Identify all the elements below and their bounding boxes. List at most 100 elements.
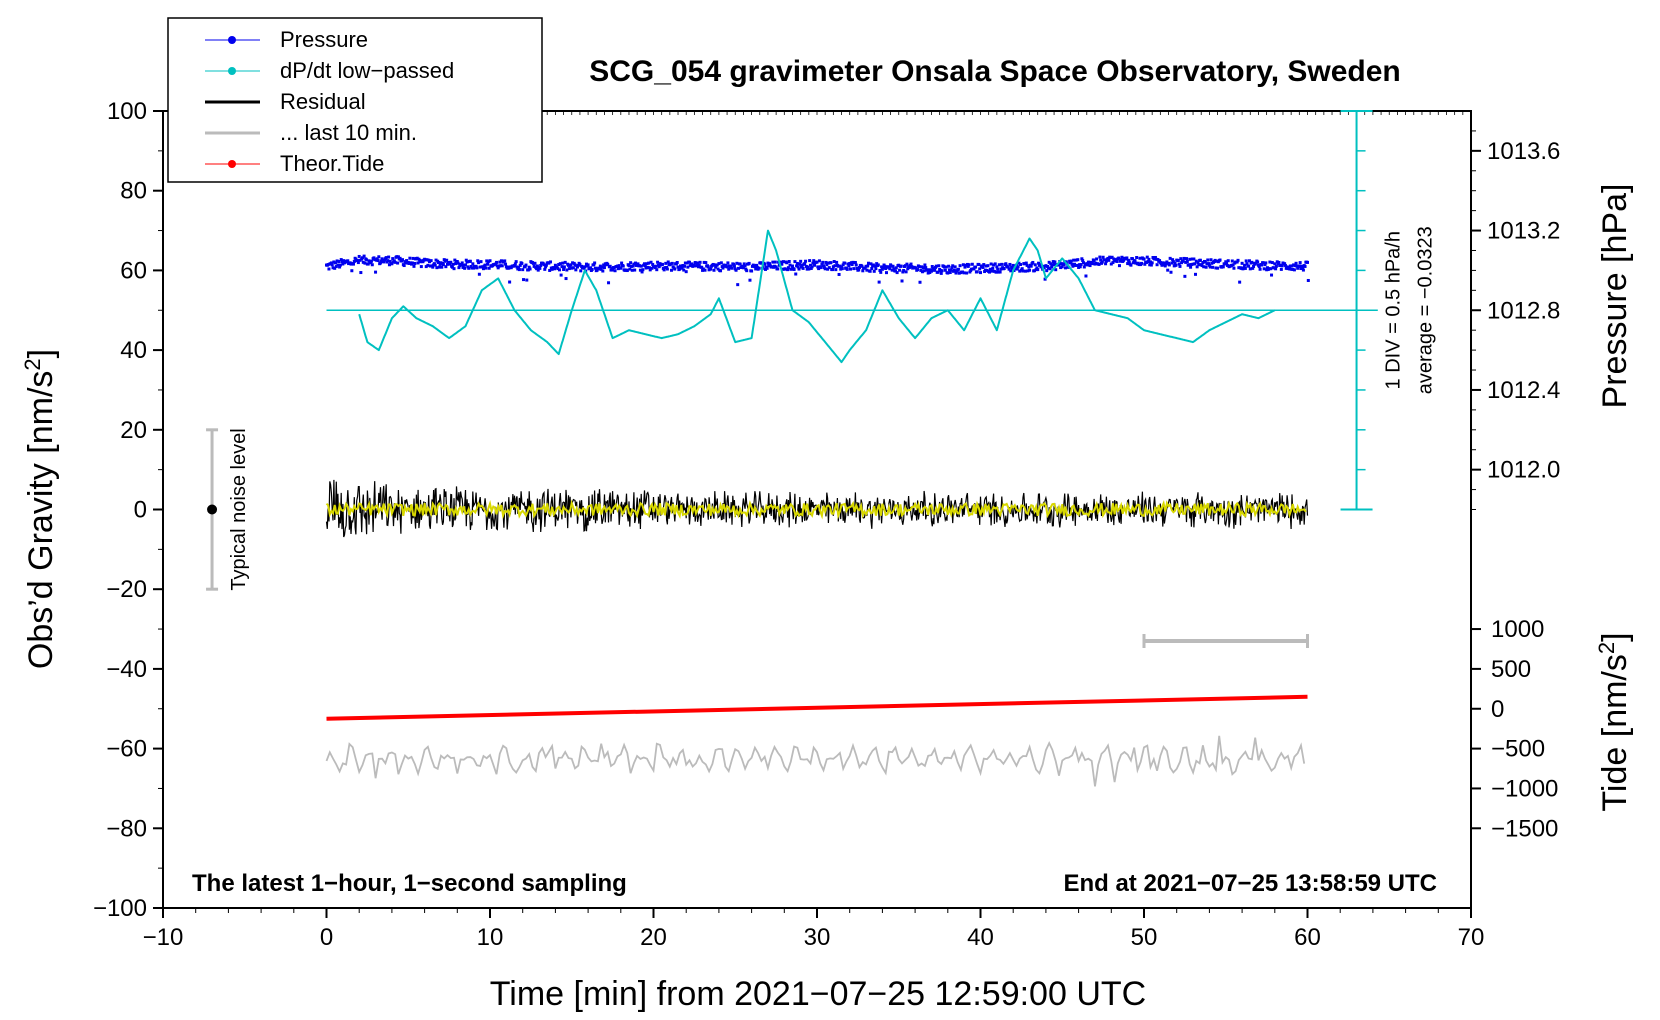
y-tick-label: −60 <box>106 736 147 763</box>
pressure-point <box>598 267 602 271</box>
pressure-point <box>715 263 719 267</box>
pressure-point <box>1300 264 1304 268</box>
pressure-point <box>925 268 929 272</box>
pressure-point <box>930 264 934 268</box>
pressure-point <box>352 260 356 264</box>
pressure-point <box>948 270 952 274</box>
pressure-point <box>1215 259 1219 263</box>
pressure-point <box>481 265 485 269</box>
pressure-point <box>1288 267 1292 271</box>
pressure-point <box>717 262 721 266</box>
pressure-point <box>1243 263 1247 267</box>
pressure-point <box>989 262 993 266</box>
pressure-point <box>1269 267 1273 271</box>
pressure-point <box>665 265 669 269</box>
pressure-point <box>1208 265 1212 269</box>
pressure-point <box>1137 263 1141 267</box>
pressure-point <box>748 278 752 282</box>
pressure-point <box>1145 255 1149 259</box>
pressure-point <box>846 262 850 266</box>
y-tick-label: 60 <box>120 257 147 284</box>
pressure-point <box>332 260 336 264</box>
pressure-point <box>497 264 501 268</box>
pressure-point <box>1298 261 1302 265</box>
pressure-point <box>334 265 338 269</box>
x-tick-label: 40 <box>967 924 994 951</box>
pressure-point <box>808 259 812 263</box>
pressure-point <box>599 267 603 271</box>
pressure-point <box>601 269 605 273</box>
pressure-point <box>670 261 674 265</box>
pressure-point <box>413 261 417 265</box>
x-tick-label: 0 <box>320 924 333 951</box>
pressure-point <box>1189 265 1193 269</box>
pressure-point <box>494 262 498 266</box>
pressure-point <box>428 264 432 268</box>
pressure-tick-label: 1013.2 <box>1487 218 1560 245</box>
residual-filtered-line <box>325 499 1307 520</box>
pressure-point <box>663 266 667 270</box>
pressure-point <box>1024 261 1028 265</box>
pressure-point <box>840 265 844 269</box>
pressure-point <box>1179 257 1183 261</box>
pressure-point <box>1146 260 1150 264</box>
pressure-point <box>1244 259 1248 263</box>
pressure-point <box>785 261 789 265</box>
pressure-tick-label: 1012.0 <box>1487 457 1560 484</box>
pressure-point <box>616 267 620 271</box>
pressure-point <box>1025 263 1029 267</box>
pressure-point <box>895 271 899 275</box>
pressure-point <box>1072 258 1076 262</box>
pressure-point <box>884 271 888 275</box>
pressure-point <box>914 266 918 270</box>
pressure-point <box>956 267 960 271</box>
pressure-point <box>515 265 519 269</box>
pressure-point <box>743 264 747 268</box>
pressure-point <box>646 266 650 270</box>
pressure-point <box>467 266 471 270</box>
pressure-point <box>1140 261 1144 265</box>
pressure-point <box>445 258 449 262</box>
pressure-point <box>993 262 997 266</box>
pressure-point <box>1200 264 1204 268</box>
pressure-point <box>1254 261 1258 265</box>
pressure-point <box>728 266 732 270</box>
pressure-point <box>937 264 941 268</box>
pressure-point <box>753 265 757 269</box>
pressure-point <box>858 265 862 269</box>
pressure-point <box>1073 263 1077 267</box>
pressure-point <box>851 260 855 264</box>
pressure-point <box>1076 258 1080 262</box>
pressure-point <box>483 263 487 267</box>
legend-marker <box>228 67 236 75</box>
pressure-point <box>612 265 616 269</box>
pressure-point <box>445 262 449 266</box>
pressure-point <box>1202 265 1206 269</box>
pressure-point <box>456 261 460 265</box>
pressure-point <box>1125 256 1129 260</box>
x-tick-label: 70 <box>1458 924 1485 951</box>
pressure-point <box>763 267 767 271</box>
pressure-point <box>1029 264 1033 268</box>
tide-tick-label: 1000 <box>1491 616 1544 643</box>
pressure-point <box>528 267 532 271</box>
pressure-point <box>442 258 446 262</box>
pressure-point <box>1095 257 1099 261</box>
pressure-point <box>857 268 861 272</box>
pressure-point <box>957 271 961 275</box>
pressure-point <box>583 265 587 269</box>
pressure-point <box>795 261 799 265</box>
pressure-point <box>625 269 629 273</box>
legend-label: Residual <box>280 89 366 114</box>
pressure-point <box>990 269 994 273</box>
pressure-point <box>1092 259 1096 263</box>
pressure-point <box>876 263 880 267</box>
pressure-point <box>921 266 925 270</box>
pressure-point <box>1086 263 1090 267</box>
pressure-point <box>472 266 476 270</box>
pressure-point <box>786 268 790 272</box>
pressure-point <box>589 266 593 270</box>
pressure-point <box>1054 268 1058 272</box>
pressure-point <box>559 273 563 277</box>
pressure-point <box>790 264 794 268</box>
